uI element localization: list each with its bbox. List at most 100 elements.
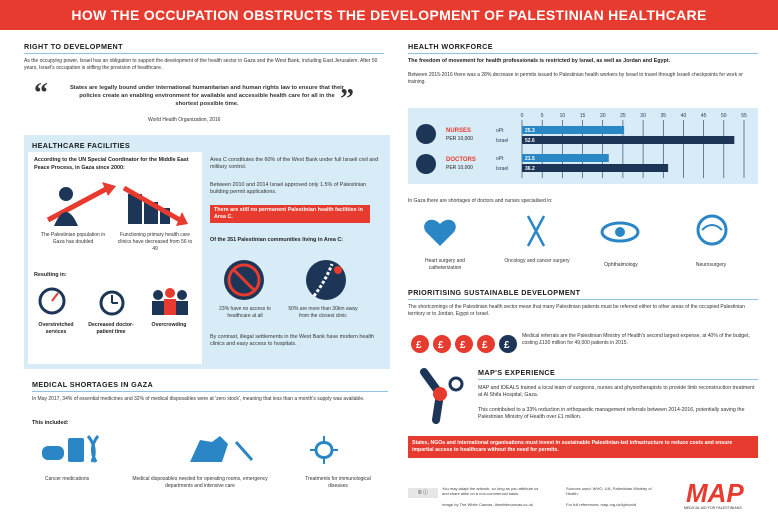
tick-label: 50 <box>721 113 727 119</box>
building-icon <box>128 194 142 224</box>
doctors-per-label: PER 10,000 <box>446 165 473 171</box>
nurses-label: NURSES <box>446 128 472 134</box>
resulting-in-label: Resulting in: <box>34 272 67 278</box>
tick-label: 30 <box>640 113 646 119</box>
bar <box>522 154 609 162</box>
row-label: oPt <box>496 156 504 162</box>
this-included-label: This included: <box>32 420 69 426</box>
heart-icon <box>424 219 456 246</box>
maps-experience-heading: MAP'S EXPERIENCE <box>478 368 556 377</box>
permits-decrease-text: Between 2015-2016 there was a 28% decrea… <box>408 72 743 85</box>
un-coordinator-text: According to the UN Special Coordinator … <box>34 157 189 171</box>
referrals-text: Medical referrals are the Palestinian Mi… <box>522 333 750 346</box>
nurse-icon <box>416 124 436 144</box>
page-title: HOW THE OCCUPATION OBSTRUCTS THE DEVELOP… <box>0 0 778 30</box>
tick-label: 5 <box>541 113 544 119</box>
footer-license: You may adapt the artwork, so long as yo… <box>442 486 539 497</box>
tick-label: 45 <box>701 113 707 119</box>
freedom-movement-text: The freedom of movement for health profe… <box>408 58 671 64</box>
oncology-label: Oncology and cancer surgery <box>504 258 570 264</box>
right-to-development-intro: As the occupying power, Israel has an ob… <box>24 58 378 71</box>
tick-label: 15 <box>580 113 586 119</box>
footer-image-credit: Image by The White Canvas, thewhitecanva… <box>442 502 533 507</box>
distance-stat: 50% are more than 30km away from the clo… <box>288 306 358 319</box>
bar-value-label: 21.5 <box>525 156 535 162</box>
tick-label: 25 <box>620 113 626 119</box>
syringe-icon <box>234 441 254 461</box>
cancer-medications-label: Cancer medications <box>44 476 90 482</box>
gauge-icon <box>38 287 66 315</box>
decrease-arrow-icon <box>122 185 182 223</box>
area-c-text: Area C constitutes the 60% of the West B… <box>210 157 379 170</box>
shortage-icons <box>42 435 338 464</box>
health-workforce-heading: HEALTH WORKFORCE <box>408 42 493 51</box>
doctor-icon <box>416 154 436 174</box>
prioritising-text: The shortcomings of the Palestinian heal… <box>408 304 745 317</box>
result-icons <box>38 287 188 316</box>
heart-surgery-label: Heart surgery and catheterization <box>424 258 466 271</box>
close-quote-icon: ” <box>340 84 354 115</box>
tick-label: 20 <box>600 113 606 119</box>
neurosurgery-label: Neurosurgery <box>695 262 727 268</box>
eye-icon <box>600 221 640 243</box>
pound-coins-icon: £ £ £ £ £ <box>411 335 517 353</box>
tick-label: 40 <box>681 113 687 119</box>
svg-text:£££££: £ £ £ £ £ <box>416 340 510 351</box>
bar-value-label: 36.2 <box>525 166 535 172</box>
population-clinics-icons <box>46 182 188 226</box>
nurses-per-label: PER 10,000 <box>446 136 473 142</box>
overcrowding-label: Overcrowding <box>151 322 187 328</box>
footer-references: For full references: map.org.uk/lghcovid <box>566 502 637 507</box>
who-quote: States are legally bound under internati… <box>69 85 345 107</box>
footer-sources: Sources used: WHO, UN, Palestinian Minis… <box>566 486 652 497</box>
settlements-text: By contrast, illegal settlements in the … <box>210 334 375 347</box>
person-icon <box>59 187 73 201</box>
medical-shortages-text: In May 2017, 34% of essential medicines … <box>32 396 365 402</box>
increase-arrow-icon <box>46 185 110 223</box>
map-logo: MAP <box>686 478 744 508</box>
doctors-label: DOCTORS <box>446 157 476 163</box>
gaza-facilities-card <box>28 152 202 364</box>
tick-label: 10 <box>560 113 566 119</box>
specialty-icons <box>424 214 728 247</box>
decreased-time-label: Decreased doctor-patient time <box>88 322 134 335</box>
brain-icon <box>696 214 728 246</box>
maps-training-text: MAP and IDEALS trained a local team of s… <box>478 385 755 398</box>
bar-value-label: 52.6 <box>525 138 535 144</box>
creative-commons-icon: © ⓘ <box>408 488 438 498</box>
building-permits-text: Between 2010 and 2014 Israel approved on… <box>210 182 367 195</box>
medical-disposables-label: Medical disposables needed for operating… <box>132 476 268 489</box>
bar <box>522 164 669 172</box>
bar <box>522 126 625 134</box>
tick-label: 0 <box>521 113 524 119</box>
tick-label: 55 <box>741 113 747 119</box>
quote-source: World Health Organization, 2016 <box>148 117 221 123</box>
ribbon-icon <box>86 435 100 463</box>
clinics-decreased-text: Functioning primary health care clinics … <box>117 232 193 252</box>
bar-value-label: 25.3 <box>525 128 535 134</box>
of-351-communities-text: Of the 351 Palestinian communities livin… <box>210 237 344 243</box>
call-to-action-banner: States, NGOs and international organisat… <box>408 436 758 458</box>
open-quote-icon: “ <box>34 78 48 109</box>
pill-icon <box>42 446 64 460</box>
healthcare-facilities-heading: HEALTHCARE FACILITIES <box>32 141 131 150</box>
tick-label: 35 <box>660 113 666 119</box>
crowd-icon <box>153 290 163 300</box>
workforce-bar-chart: 0 5 10 15 20 25 30 35 40 45 50 55 oPt 25.3 Israel 52.6 o… <box>496 113 747 178</box>
no-permanent-facilities-banner: There are still no permanent Palestinian… <box>210 205 370 223</box>
ophthalmology-label: Ophthalmology <box>604 262 638 268</box>
leg-bone-icon <box>420 368 464 424</box>
virus-icon <box>314 441 334 459</box>
medical-shortages-heading: MEDICAL SHORTAGES IN GAZA <box>32 380 154 389</box>
immunological-label: Treatments for immunological diseases <box>305 476 371 489</box>
overstretched-label: Overstretched services <box>38 322 74 335</box>
prioritising-heading: PRIORITISING SUSTAINABLE DEVELOPMENT <box>408 288 581 297</box>
row-label: oPt <box>496 128 504 134</box>
bar <box>522 136 735 144</box>
row-label: Israel <box>496 138 508 144</box>
map-logo-subtitle: MEDICAL AID FOR PALESTINIANS <box>684 506 742 510</box>
glove-icon <box>190 436 228 462</box>
maps-reduction-text: This contributed to a 33% reduction in o… <box>478 407 745 420</box>
row-label: Israel <box>496 166 508 172</box>
clock-icon <box>99 290 125 316</box>
